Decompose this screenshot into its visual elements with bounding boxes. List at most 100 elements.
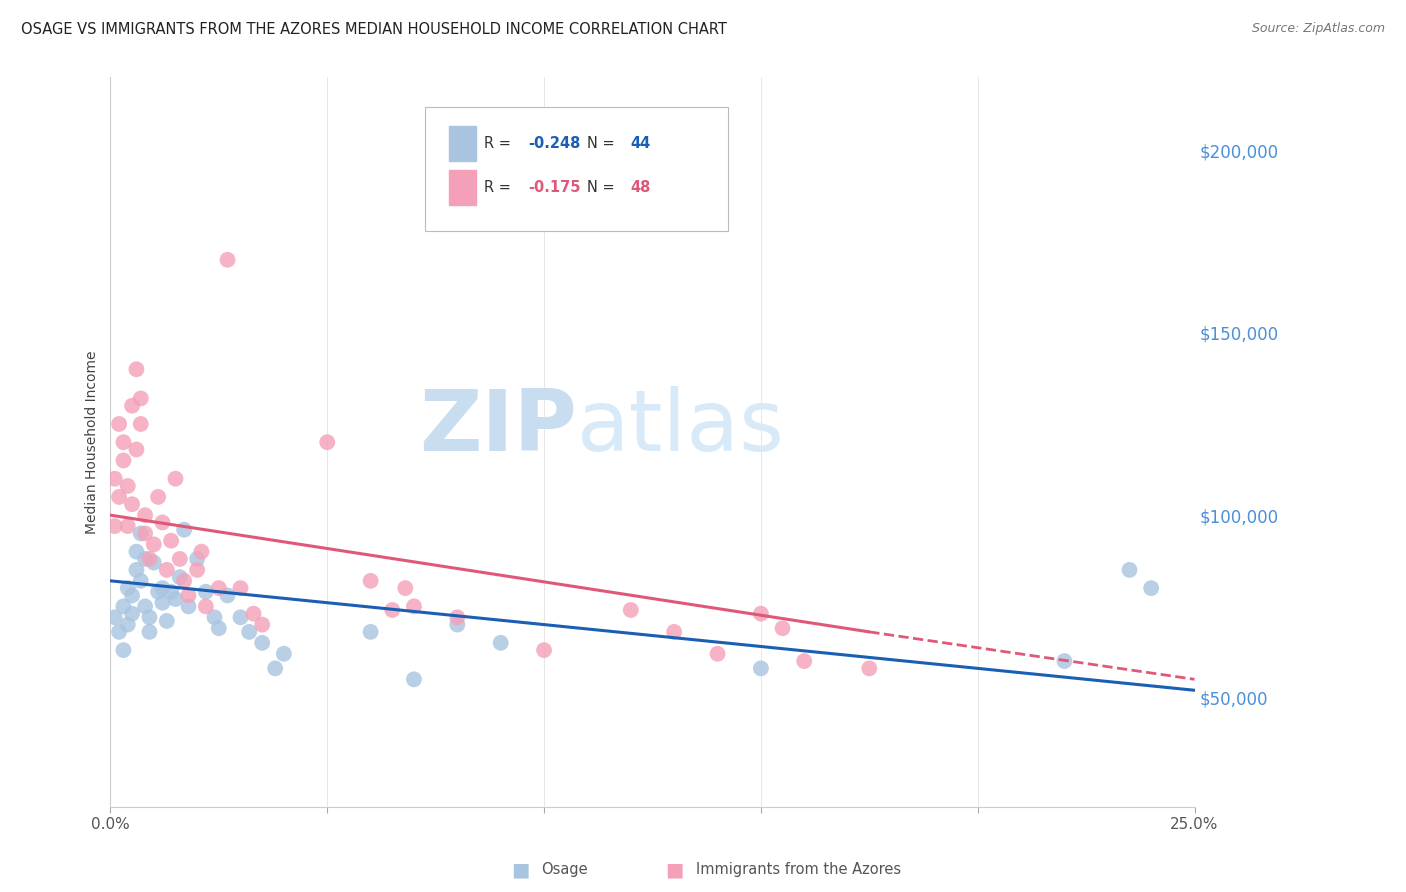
Point <box>121 399 143 413</box>
Point <box>173 523 195 537</box>
Text: 48: 48 <box>631 180 651 195</box>
FancyBboxPatch shape <box>425 107 728 231</box>
Point <box>138 624 160 639</box>
Point <box>129 417 152 431</box>
Point <box>134 552 156 566</box>
Text: N =: N = <box>588 180 620 195</box>
Point <box>142 556 165 570</box>
Point <box>108 490 131 504</box>
Point <box>402 673 425 687</box>
Point <box>242 607 264 621</box>
Text: Source: ZipAtlas.com: Source: ZipAtlas.com <box>1251 22 1385 36</box>
Point <box>117 479 139 493</box>
Text: R =: R = <box>485 180 516 195</box>
Point <box>165 592 187 607</box>
Point <box>112 643 135 657</box>
Point <box>112 599 135 614</box>
Point <box>394 581 416 595</box>
Bar <box>449 127 475 161</box>
Point <box>112 435 135 450</box>
Point <box>121 607 143 621</box>
Y-axis label: Median Household Income: Median Household Income <box>86 351 100 534</box>
Point <box>121 497 143 511</box>
Point <box>134 526 156 541</box>
Point <box>620 603 643 617</box>
Text: ■: ■ <box>510 860 530 880</box>
Point <box>217 589 239 603</box>
Point <box>238 624 260 639</box>
Point <box>108 417 131 431</box>
Point <box>662 624 685 639</box>
Point <box>129 392 152 406</box>
Point <box>316 435 339 450</box>
Point <box>152 516 174 530</box>
Point <box>749 661 772 675</box>
Point <box>146 584 169 599</box>
Point <box>217 252 239 267</box>
Point <box>169 570 191 584</box>
Point <box>229 581 252 595</box>
Point <box>1140 581 1163 595</box>
Point <box>194 599 217 614</box>
Point <box>1118 563 1140 577</box>
Point <box>208 581 231 595</box>
Point <box>1053 654 1076 668</box>
Point <box>112 453 135 467</box>
Text: ■: ■ <box>665 860 685 880</box>
Text: -0.248: -0.248 <box>527 136 581 152</box>
Point <box>117 519 139 533</box>
Point <box>117 617 139 632</box>
Point <box>208 621 231 635</box>
Point <box>229 610 252 624</box>
Point <box>121 589 143 603</box>
Point <box>772 621 794 635</box>
Point <box>104 610 127 624</box>
Point <box>186 563 208 577</box>
Point <box>169 552 191 566</box>
Point <box>177 599 200 614</box>
Point <box>858 661 880 675</box>
Point <box>273 647 295 661</box>
Point <box>152 596 174 610</box>
Point <box>489 636 512 650</box>
Point <box>446 617 468 632</box>
Point <box>402 599 425 614</box>
Point <box>117 581 139 595</box>
Point <box>146 490 169 504</box>
Point <box>104 472 127 486</box>
Point <box>706 647 728 661</box>
Bar <box>449 170 475 205</box>
Point <box>533 643 555 657</box>
Point <box>129 574 152 588</box>
Point <box>104 519 127 533</box>
Point <box>173 574 195 588</box>
Point <box>138 552 160 566</box>
Point <box>108 624 131 639</box>
Point <box>190 544 212 558</box>
Text: atlas: atlas <box>576 386 785 469</box>
Point <box>264 661 287 675</box>
Point <box>360 574 382 588</box>
Point <box>142 537 165 551</box>
Text: R =: R = <box>485 136 516 152</box>
Text: OSAGE VS IMMIGRANTS FROM THE AZORES MEDIAN HOUSEHOLD INCOME CORRELATION CHART: OSAGE VS IMMIGRANTS FROM THE AZORES MEDI… <box>21 22 727 37</box>
Point <box>125 442 148 457</box>
Point <box>156 614 179 628</box>
Point <box>138 610 160 624</box>
Point <box>160 584 183 599</box>
Point <box>194 584 217 599</box>
Point <box>156 563 179 577</box>
Point <box>152 581 174 595</box>
Point <box>793 654 815 668</box>
Point <box>204 610 226 624</box>
Text: N =: N = <box>588 136 620 152</box>
Text: Osage: Osage <box>541 863 588 877</box>
Point <box>186 552 208 566</box>
Point <box>749 607 772 621</box>
Point <box>381 603 404 617</box>
Point <box>129 526 152 541</box>
Point <box>160 533 183 548</box>
Point <box>134 599 156 614</box>
Text: -0.175: -0.175 <box>527 180 581 195</box>
Point <box>250 617 273 632</box>
